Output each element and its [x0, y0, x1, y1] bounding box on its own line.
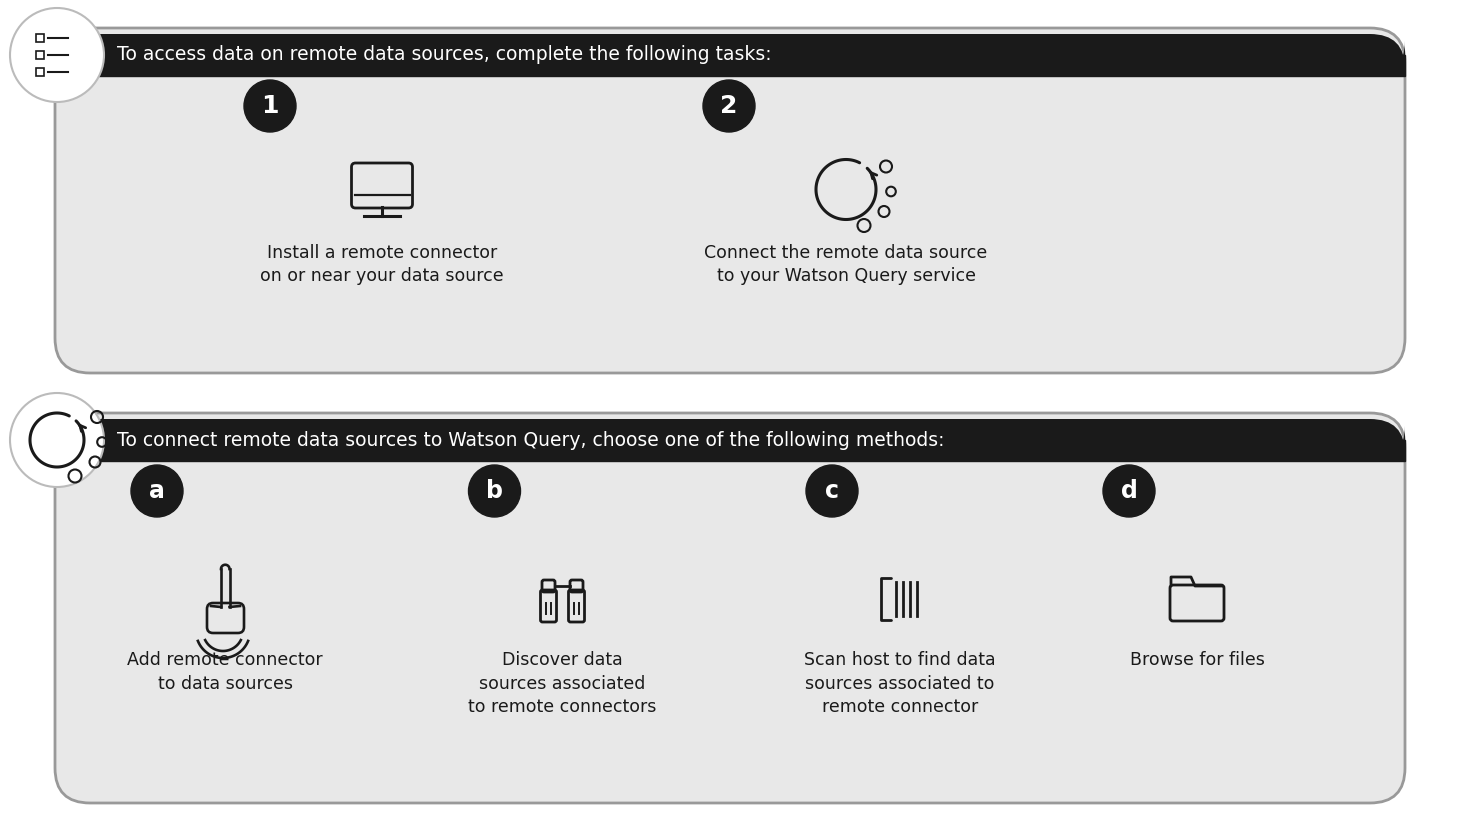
Text: Scan host to find data
sources associated to
remote connector: Scan host to find data sources associate…: [804, 651, 996, 716]
Text: 1: 1: [261, 94, 279, 118]
Circle shape: [131, 465, 182, 517]
Text: c: c: [825, 479, 840, 503]
Text: d: d: [1121, 479, 1137, 503]
Bar: [36, 52, 44, 59]
Bar: [55, 55, 1405, 76]
Text: To access data on remote data sources, complete the following tasks:: To access data on remote data sources, c…: [117, 46, 772, 64]
Text: Connect the remote data source
to your Watson Query service: Connect the remote data source to your W…: [704, 243, 987, 285]
Text: Install a remote connector
on or near your data source: Install a remote connector on or near yo…: [260, 243, 504, 285]
Circle shape: [704, 80, 755, 132]
Bar: [36, 68, 44, 76]
Bar: [55, 440, 1405, 461]
Text: 2: 2: [720, 94, 737, 118]
Text: Add remote connector
to data sources: Add remote connector to data sources: [127, 651, 323, 692]
Text: Browse for files: Browse for files: [1130, 651, 1264, 669]
Text: To connect remote data sources to Watson Query, choose one of the following meth: To connect remote data sources to Watson…: [117, 431, 945, 450]
FancyBboxPatch shape: [55, 28, 1405, 373]
Text: Discover data
sources associated
to remote connectors: Discover data sources associated to remo…: [469, 651, 657, 716]
Circle shape: [806, 465, 858, 517]
Text: b: b: [486, 479, 504, 503]
Text: a: a: [149, 479, 165, 503]
Circle shape: [10, 8, 104, 102]
FancyBboxPatch shape: [55, 419, 1405, 461]
FancyBboxPatch shape: [55, 413, 1405, 803]
Circle shape: [469, 465, 521, 517]
Circle shape: [1102, 465, 1155, 517]
Circle shape: [244, 80, 296, 132]
Circle shape: [10, 393, 104, 487]
FancyBboxPatch shape: [55, 34, 1405, 76]
Bar: [36, 34, 44, 42]
